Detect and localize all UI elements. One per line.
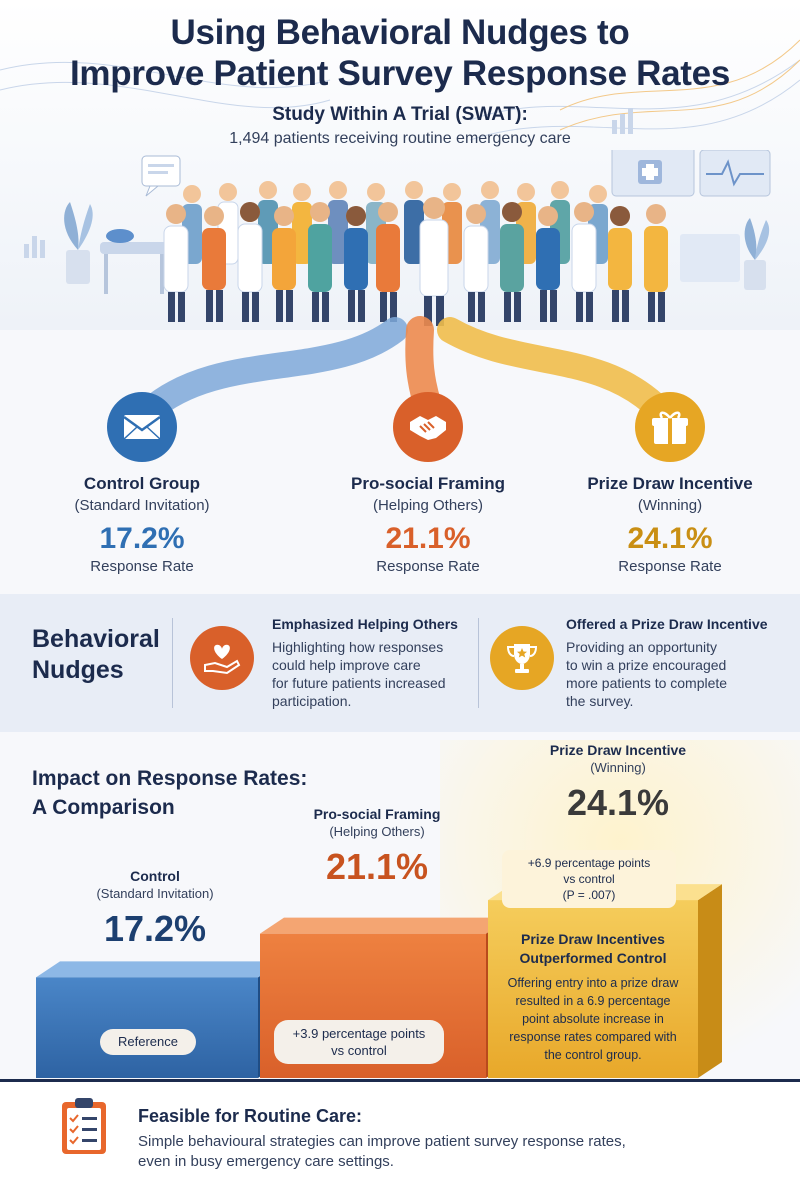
- medical-cross-monitor-icon: [611, 150, 695, 197]
- conclusion-line: Offering entry into a prize draw: [507, 976, 679, 990]
- trophy-icon: [490, 626, 554, 690]
- nudge-line: for future patients increased: [272, 675, 446, 691]
- title-line-2: Improve Patient Survey Response Rates: [70, 54, 730, 93]
- heart-hand-icon: [190, 626, 254, 690]
- title-line-1: Using Behavioral Nudges to: [170, 13, 630, 52]
- bar-label-prosocial: Pro-social Framing (Helping Others): [262, 806, 492, 839]
- group-rate-label: Response Rate: [618, 558, 722, 575]
- nudge-line: could help improve care: [272, 657, 421, 673]
- prize-diff-note: +6.9 percentage points vs control (P = .…: [502, 850, 676, 908]
- group-response-rate: 24.1%: [627, 522, 713, 555]
- heart-monitor-icon: [699, 150, 771, 197]
- impact-chart: Impact on Response Rates: A Comparison C…: [0, 740, 800, 1085]
- bar-prize-front: [488, 900, 698, 1078]
- group-rate-label: Response Rate: [376, 558, 480, 575]
- group-prize: Prize Draw Incentive (Winning) 24.1% Res…: [550, 392, 790, 575]
- crowd-illustration: [64, 150, 771, 326]
- note-line: +6.9 percentage points: [527, 856, 651, 870]
- impact-title-line-2: A Comparison: [32, 796, 175, 819]
- bar-subtitle: (Helping Others): [329, 824, 425, 839]
- note-line: vs control: [563, 872, 615, 886]
- group-name: Pro-social Framing: [351, 474, 505, 493]
- group-subtitle: (Standard Invitation): [74, 497, 210, 514]
- envelope-icon: [107, 392, 177, 462]
- bar-value-prize: 24.1%: [566, 782, 670, 823]
- nudge-line: Providing an opportunity: [566, 639, 717, 655]
- group-name: Prize Draw Incentive: [587, 474, 753, 493]
- conclusion-line: the control group.: [544, 1048, 642, 1062]
- behavioral-nudges-panel: Behavioral Nudges Emphasized Helping Oth…: [0, 594, 800, 732]
- chart-baseline: [0, 1079, 800, 1082]
- group-rate-label: Response Rate: [90, 558, 194, 575]
- footer: Feasible for Routine Care: Simple behavi…: [0, 1082, 800, 1200]
- bar-name: Pro-social Framing: [313, 806, 441, 822]
- impact-title: Impact on Response Rates: A Comparison: [32, 764, 307, 822]
- footer-body: Simple behavioural strategies can improv…: [138, 1133, 626, 1170]
- group-subtitle: (Winning): [637, 497, 703, 514]
- hospital-bed-icon: [100, 229, 170, 294]
- study-description: 1,494 patients receiving routine emergen…: [229, 130, 571, 147]
- nudge-heading: Offered a Prize Draw Incentive: [566, 616, 768, 632]
- divider: [478, 618, 479, 708]
- bar-value-control: 17.2%: [103, 908, 207, 949]
- nudges-title-line-1: Behavioral: [32, 625, 160, 653]
- crowd-front-row: [163, 197, 668, 326]
- group-control: Control Group (Standard Invitation) 17.2…: [22, 392, 262, 575]
- conclusion-line: response rates compared with: [509, 1030, 677, 1044]
- reference-pill: Reference: [100, 1029, 196, 1055]
- nudges-title-line-2: Nudges: [32, 656, 124, 684]
- handshake-icon: [393, 392, 463, 462]
- bar-subtitle: (Standard Invitation): [96, 886, 214, 901]
- group-subtitle: (Helping Others): [372, 497, 484, 514]
- conclusion-text: Offering entry into a prize draw resulte…: [488, 974, 698, 1064]
- nudge-line: more patients to complete: [566, 675, 728, 691]
- nudges-title: Behavioral Nudges: [32, 624, 160, 686]
- group-name: Control Group: [83, 474, 201, 493]
- nudge-line: the survey.: [566, 693, 634, 709]
- bar-label-control: Control (Standard Invitation): [50, 868, 260, 901]
- page-title: Using Behavioral Nudges to Improve Patie…: [0, 12, 800, 94]
- group-response-rate: 17.2%: [99, 522, 185, 555]
- nudge-description: Providing an opportunity to win a prize …: [566, 638, 727, 710]
- bar-name: Control: [130, 868, 180, 884]
- conclusion-heading-line: Prize Draw Incentives: [521, 931, 665, 947]
- speech-bubble-icon: [141, 155, 181, 197]
- bar-prize-side: [698, 884, 722, 1078]
- bar-name: Prize Draw Incentive: [549, 742, 687, 758]
- nudge-line: to win a prize encouraged: [566, 657, 727, 673]
- impact-title-line-1: Impact on Response Rates:: [32, 767, 308, 790]
- group-response-rate: 21.1%: [385, 522, 471, 555]
- header: Using Behavioral Nudges to Improve Patie…: [0, 0, 800, 160]
- clipboard-checklist-icon: [62, 1098, 106, 1154]
- bar-control: [36, 961, 282, 1078]
- footer-heading: Feasible for Routine Care:: [138, 1106, 363, 1126]
- plant-left-icon: [64, 202, 93, 284]
- bar-prosocial-top: [260, 917, 510, 934]
- pill-line: vs control: [331, 1043, 387, 1058]
- prosocial-diff-pill: +3.9 percentage points vs control: [274, 1020, 444, 1064]
- nudge-line: participation.: [272, 693, 352, 709]
- nudge-description: Highlighting how responses could help im…: [272, 638, 446, 710]
- note-line: (P = .007): [562, 888, 616, 902]
- study-groups: Control Group (Standard Invitation) 17.2…: [0, 330, 800, 590]
- gift-icon: [635, 392, 705, 462]
- study-subtitle: Study Within A Trial (SWAT):: [272, 104, 528, 125]
- bar-control-front: [36, 977, 258, 1078]
- bar-value-prosocial: 21.1%: [325, 846, 429, 887]
- conclusion-heading: Prize Draw Incentives Outperformed Contr…: [488, 930, 698, 968]
- bar-label-prize: Prize Draw Incentive (Winning): [488, 742, 748, 775]
- nudge-heading: Emphasized Helping Others: [272, 616, 458, 632]
- conclusion-line: point absolute increase in: [522, 1012, 664, 1026]
- bar-subtitle: (Winning): [590, 760, 646, 775]
- conclusion-line: resulted in a 6.9 percentage: [515, 994, 671, 1008]
- pill-line: +3.9 percentage points: [292, 1026, 426, 1041]
- conclusion-heading-line: Outperformed Control: [519, 950, 667, 966]
- group-prosocial: Pro-social Framing (Helping Others) 21.1…: [308, 392, 548, 575]
- bar-control-top: [36, 961, 282, 978]
- divider: [172, 618, 173, 708]
- nudge-line: Highlighting how responses: [272, 639, 444, 655]
- plant-right-icon: [744, 218, 770, 290]
